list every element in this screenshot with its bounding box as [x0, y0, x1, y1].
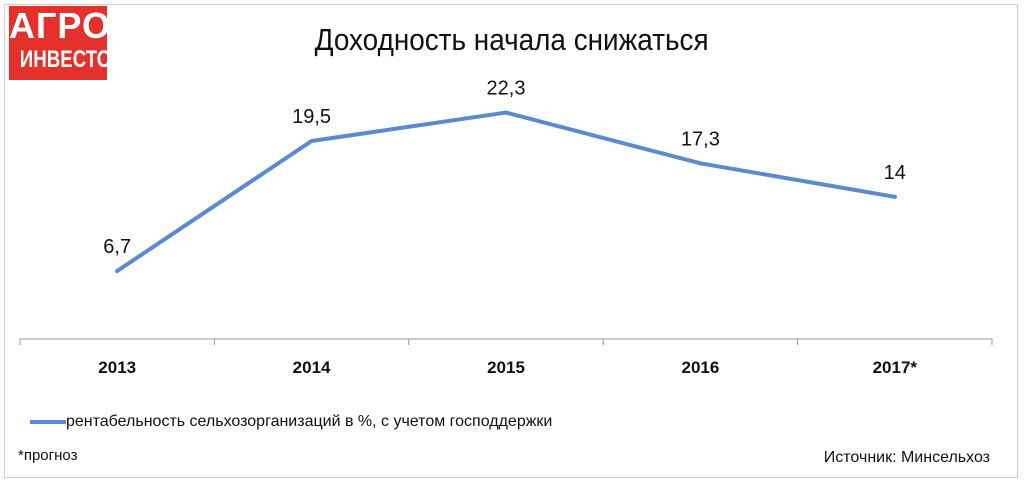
data-label: 19,5 [292, 106, 331, 128]
data-point [115, 268, 120, 273]
source-note: Источник: Минсельхоз [823, 449, 990, 466]
chart-frame [4, 4, 1018, 478]
data-point [698, 161, 703, 166]
x-tick-label: 2014 [293, 358, 331, 377]
logo-line2: ИНВЕСТОР [19, 46, 107, 73]
data-point [504, 110, 508, 115]
legend-label: рентабельность сельхозорганизаций в %, с… [66, 413, 553, 430]
data-point [892, 194, 897, 199]
x-tick-label: 2017* [873, 358, 918, 377]
data-label: 22,3 [487, 78, 526, 100]
x-tick-label: 2016 [681, 358, 719, 377]
logo-line1: АГРО [9, 6, 107, 46]
agroinvestor-logo: АГРО ИНВЕСТОР [9, 6, 107, 80]
data-point [309, 139, 314, 143]
x-tick-label: 2015 [487, 358, 525, 377]
forecast-footnote: *прогноз [18, 447, 78, 464]
data-label: 17,3 [681, 128, 720, 150]
legend: рентабельность сельхозорганизаций в %, с… [30, 412, 552, 432]
legend-swatch [30, 420, 66, 424]
series-line [115, 110, 897, 273]
data-label: 14 [884, 162, 906, 184]
x-tick-label: 2013 [98, 358, 136, 377]
chart-title: Доходность начала снижаться [314, 22, 709, 57]
data-label: 6,7 [103, 236, 131, 258]
